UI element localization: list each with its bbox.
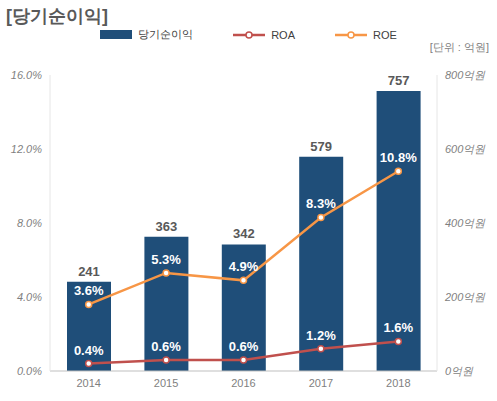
svg-text:0억원: 0억원 [445,365,474,377]
svg-text:2016: 2016 [231,377,255,389]
html-text:ROE: ROE [373,28,397,41]
html-text:[당기순이익]: [당기순이익] [6,6,108,26]
svg-text:1.6%: 1.6% [383,320,413,335]
svg-text:2017: 2017 [309,377,333,389]
svg-text:2014: 2014 [76,377,100,389]
svg-text:4.9%: 4.9% [229,259,259,274]
svg-text:2015: 2015 [154,377,178,389]
svg-text:0.6%: 0.6% [151,339,181,354]
svg-text:363: 363 [156,219,178,234]
svg-text:0.0%: 0.0% [17,365,42,377]
svg-text:8.3%: 8.3% [306,196,336,211]
svg-text:800억원: 800억원 [445,69,486,81]
html-text:[단위 : 억원]: [단위 : 억원] [429,41,489,53]
svg-text:5.3%: 5.3% [151,252,181,267]
svg-text:2018: 2018 [386,377,410,389]
svg-text:600억원: 600억원 [445,143,486,155]
svg-text:200억원: 200억원 [444,291,486,303]
svg-text:8.0%: 8.0% [17,217,42,229]
svg-text:0.6%: 0.6% [229,339,259,354]
svg-text:342: 342 [233,226,255,241]
svg-text:4.0%: 4.0% [17,291,42,303]
svg-text:0.4%: 0.4% [74,343,104,358]
svg-text:1.2%: 1.2% [306,328,336,343]
svg-text:3.6%: 3.6% [74,283,104,298]
svg-text:241: 241 [78,264,100,279]
html-text:당기순이익: 당기순이익 [138,28,194,40]
svg-text:757: 757 [388,73,410,88]
svg-text:12.0%: 12.0% [11,143,42,155]
svg-text:400억원: 400억원 [445,217,486,229]
svg-text:579: 579 [310,139,332,154]
svg-text:10.8%: 10.8% [380,150,417,165]
svg-text:16.0%: 16.0% [11,69,42,81]
html-text:ROA: ROA [271,28,295,41]
